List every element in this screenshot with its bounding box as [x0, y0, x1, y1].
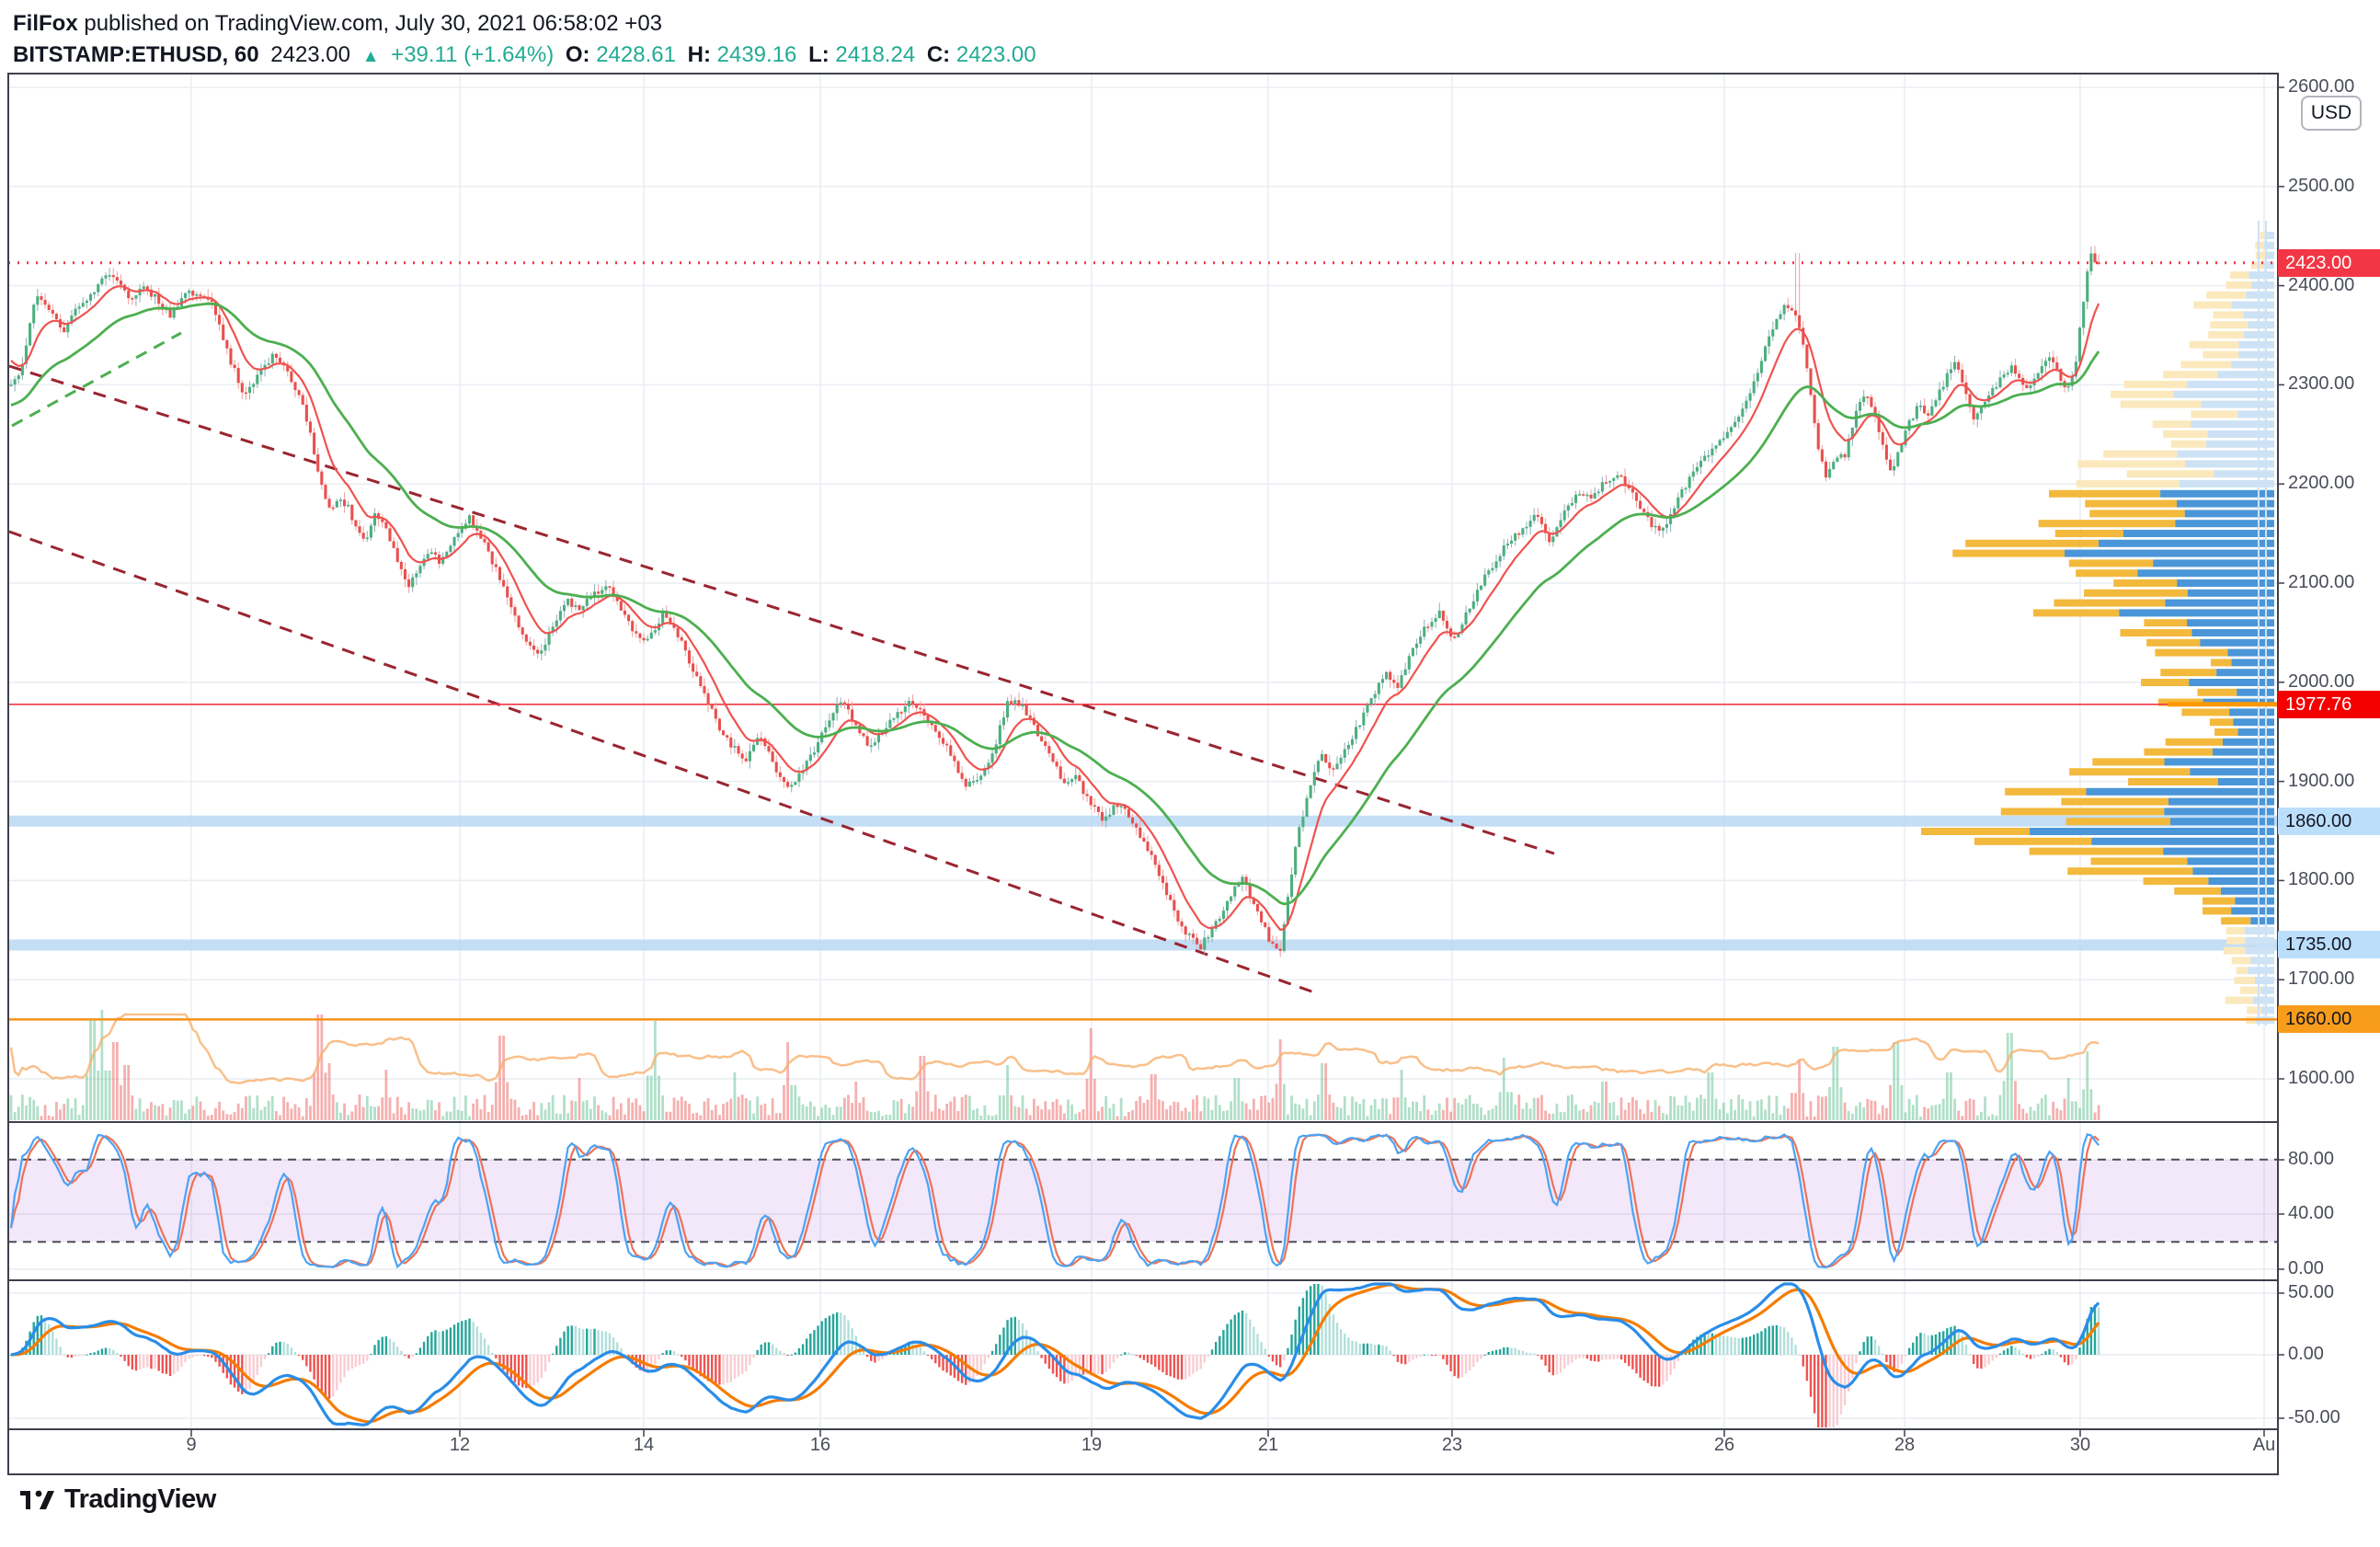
- gridlines: [8, 74, 2278, 1429]
- macd-tick-label: 50.00: [2288, 1282, 2335, 1302]
- symbol-title[interactable]: BITSTAMP:ETHUSD, 60: [13, 42, 259, 67]
- low-value: 2418.24: [835, 42, 916, 67]
- close-value: 2423.00: [955, 42, 1036, 67]
- time-tick-label: 30: [2069, 1435, 2091, 1455]
- macd-tick-label: 0.00: [2288, 1344, 2324, 1364]
- candlesticks: [9, 246, 2100, 957]
- price-level-badge: 1977.76: [2278, 690, 2380, 718]
- time-axis[interactable]: 79121416192123262830Au: [8, 1435, 2278, 1472]
- publish-text: published on TradingView.com, July 30, 2…: [77, 11, 663, 36]
- stoch-tick-label: 80.00: [2288, 1149, 2335, 1169]
- currency-toggle-button[interactable]: USD: [2301, 96, 2362, 131]
- price-tick-label: 1700.00: [2288, 968, 2355, 990]
- last-price: 2423.00: [270, 42, 351, 67]
- price-tick-label: 2600.00: [2288, 76, 2355, 97]
- macd-pane: [9, 1282, 2100, 1427]
- chart-frame: [7, 73, 2284, 1475]
- price-change: +39.11 (+1.64%): [391, 42, 555, 67]
- macd-signal-line: [10, 1283, 2100, 1424]
- price-tick-label: 1600.00: [2288, 1068, 2355, 1088]
- time-tick-label: 28: [1894, 1435, 1916, 1455]
- price-tick-label: 2100.00: [2288, 572, 2355, 592]
- price-level-badge: 1660.00: [2278, 1005, 2380, 1034]
- stoch-tick-label: 40.00: [2288, 1203, 2335, 1223]
- tradingview-logo[interactable]: TradingView: [20, 1479, 216, 1519]
- price-tick-label: 2300.00: [2288, 373, 2355, 395]
- low-label: L:: [808, 42, 830, 67]
- time-tick-label: 21: [1257, 1435, 1279, 1455]
- publish-line: FilFox published on TradingView.com, Jul…: [13, 11, 662, 37]
- time-tick-label: 26: [1713, 1435, 1735, 1455]
- support-zones: [8, 815, 2278, 951]
- time-tick-label: 14: [633, 1435, 655, 1455]
- ma-red-line: [10, 285, 2100, 932]
- author-name: FilFox: [13, 11, 78, 36]
- macd-tick-label: -50.00: [2288, 1407, 2340, 1427]
- close-label: C:: [926, 42, 951, 67]
- stoch-k-line: [9, 1133, 2100, 1269]
- tradingview-logo-icon: [20, 1490, 54, 1509]
- time-tick-label: 9: [186, 1435, 197, 1455]
- price-tick-label: 2200.00: [2288, 473, 2355, 494]
- high-value: 2439.16: [716, 42, 797, 67]
- price-tick-label: 2400.00: [2288, 274, 2355, 295]
- ma-green-line: [10, 302, 2100, 906]
- price-tick-label: 1800.00: [2288, 869, 2355, 890]
- volume-ma-line: [9, 1013, 2100, 1084]
- time-tick-label: 23: [1441, 1435, 1463, 1455]
- volume-bars: [9, 1010, 2100, 1120]
- high-label: H:: [687, 42, 711, 67]
- price-levels: [8, 702, 2278, 1021]
- open-value: 2428.61: [596, 42, 676, 67]
- tradingview-logo-text: TradingView: [64, 1484, 216, 1514]
- symbol-line: BITSTAMP:ETHUSD, 60 2423.00 ▲ +39.11 (+1…: [13, 42, 1042, 68]
- price-level-badge: 1735.00: [2278, 931, 2380, 959]
- volume-profile: [1921, 221, 2274, 1026]
- price-level-badge: 2423.00: [2278, 248, 2380, 277]
- time-tick-label: Au: [2252, 1435, 2276, 1455]
- price-tick-label: 2500.00: [2288, 175, 2355, 196]
- stochastic-pane: [8, 1133, 2278, 1269]
- open-label: O:: [565, 42, 590, 67]
- time-tick-label: 19: [1081, 1435, 1103, 1455]
- up-arrow-icon: ▲: [361, 47, 380, 66]
- price-level-badge: 1860.00: [2278, 807, 2380, 835]
- stoch-tick-label: 0.00: [2288, 1258, 2324, 1278]
- trendline-drawings: [8, 331, 1555, 995]
- time-tick-label: 16: [809, 1435, 831, 1455]
- price-tick-label: 2000.00: [2288, 670, 2355, 692]
- macd-line: [10, 1282, 2100, 1427]
- time-tick-label: 12: [449, 1435, 471, 1455]
- moving-average-lines: [10, 285, 2100, 932]
- price-tick-label: 1900.00: [2288, 770, 2355, 791]
